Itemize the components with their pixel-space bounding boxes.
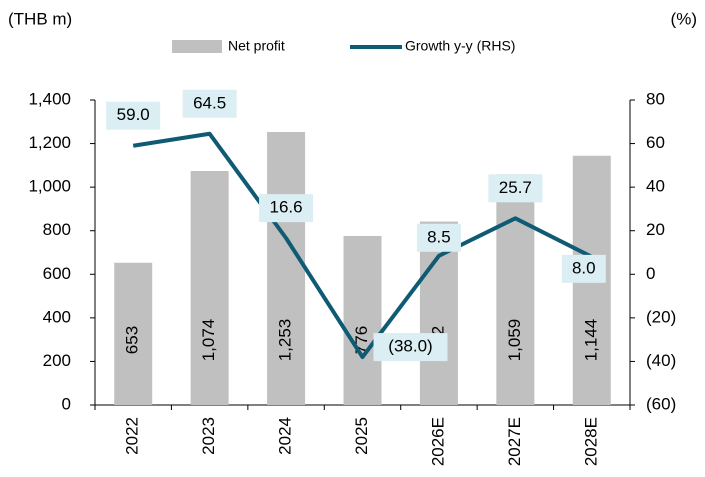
legend-label: Net profit <box>228 38 285 54</box>
y-tick-label: 800 <box>43 220 71 239</box>
y2-tick-label: 0 <box>646 264 655 283</box>
y-axis-label: (THB m) <box>8 9 72 28</box>
y2-tick-label: 60 <box>646 133 665 152</box>
line-value-label: 25.7 <box>499 178 532 197</box>
bar-value-label: 1,253 <box>276 319 295 362</box>
bar-value-label: 1,074 <box>199 319 218 362</box>
y-tick-label: 1,000 <box>28 177 71 196</box>
x-tick-label: 2025 <box>352 417 371 455</box>
line-value-label: 64.5 <box>193 93 226 112</box>
x-tick-label: 2024 <box>276 417 295 455</box>
bar <box>343 235 382 405</box>
growth-line <box>132 131 593 360</box>
line-value-label: (38.0) <box>388 337 432 356</box>
x-tick-label: 2027E <box>505 417 524 466</box>
y2-tick-label: 80 <box>646 89 665 108</box>
y-tick-label: 1,400 <box>28 89 71 108</box>
y2-tick-label: (40) <box>646 351 676 370</box>
x-tick-label: 2026E <box>428 417 447 466</box>
label-box <box>416 223 461 252</box>
legend-label: Growth y-y (RHS) <box>405 38 515 54</box>
x-tick-label: 2022 <box>123 417 142 455</box>
y-tick-label: 1,200 <box>28 133 71 152</box>
label-box <box>182 89 237 118</box>
bar-value-label: 1,059 <box>505 319 524 362</box>
bar <box>496 174 535 405</box>
y-tick-label: 600 <box>43 264 71 283</box>
bar <box>267 132 306 405</box>
y-tick-label: 400 <box>43 307 71 326</box>
label-box <box>561 254 606 283</box>
y2-tick-label: 20 <box>646 220 665 239</box>
label-box <box>488 174 543 203</box>
label-box <box>106 101 161 130</box>
label-box <box>259 194 314 223</box>
bar <box>419 221 458 405</box>
line-value-label: 16.6 <box>270 198 303 217</box>
bar <box>114 262 153 405</box>
y2-tick-label: (20) <box>646 307 676 326</box>
y2-axis-label: (%) <box>671 9 697 28</box>
x-tick-label: 2028E <box>581 417 600 466</box>
y2-tick-label: (60) <box>646 394 676 413</box>
legend-swatch <box>172 40 222 53</box>
label-box <box>373 333 448 362</box>
x-tick-label: 2023 <box>199 417 218 455</box>
bar-value-label: 1,144 <box>581 319 600 362</box>
bar <box>190 171 229 405</box>
line-value-label: 59.0 <box>117 105 150 124</box>
line-value-label: 8.5 <box>427 227 451 246</box>
y2-tick-label: 40 <box>646 177 665 196</box>
bar-value-label: 653 <box>123 326 142 354</box>
line-value-label: 8.0 <box>572 258 596 277</box>
y-tick-label: 0 <box>62 394 71 413</box>
y-tick-label: 200 <box>43 351 71 370</box>
